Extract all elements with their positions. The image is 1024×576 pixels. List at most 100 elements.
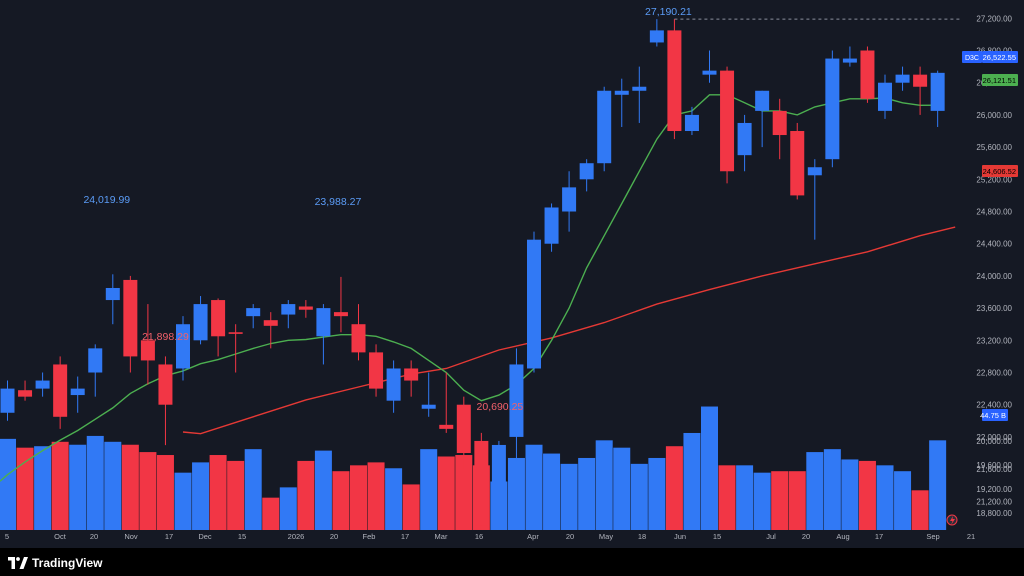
candle-body [123, 279, 138, 357]
candle-body [702, 70, 717, 75]
candle-body [860, 50, 875, 99]
candle-body [737, 122, 752, 156]
price-axis-label: 23,200.00 [976, 336, 1012, 345]
candle-body [474, 440, 489, 526]
volume-bar [227, 460, 245, 530]
ma-slow-price-tag: 24,606.52 [982, 165, 1018, 177]
candle-body [439, 424, 454, 429]
time-axis-label: 20 [330, 532, 338, 541]
time-axis-label: 17 [875, 532, 883, 541]
price-axis-label: 19,200.00 [976, 485, 1012, 494]
price-axis-label: 24,800.00 [976, 208, 1012, 217]
volume-bar [209, 455, 227, 530]
candle-body [211, 300, 226, 337]
candle-body [491, 444, 506, 534]
candle-body [579, 163, 594, 180]
volume-bar [279, 487, 297, 530]
candle-body [316, 308, 331, 337]
price-axis-label: 25,200.00 [976, 175, 1012, 184]
candle-body [228, 332, 243, 334]
time-axis-label: Feb [363, 532, 376, 541]
volume-bar [174, 472, 192, 530]
time-axis-label: Mar [435, 532, 448, 541]
last-price-bg [982, 51, 1018, 63]
candle-body [281, 304, 296, 315]
chart-area[interactable]: 24,019.99 21,898.29 23,988.27 20,690.25 27,1… [0, 0, 1024, 548]
candle-body [246, 308, 261, 317]
last-price-tag: D3C 26,522.55 [962, 51, 1018, 63]
candle-body [649, 30, 664, 43]
price-axis-label: 21,600.00 [976, 465, 1012, 474]
time-axis-label: Jul [766, 532, 776, 541]
footer: TradingView [0, 548, 1024, 576]
price-axis-label: 22,800.00 [976, 369, 1012, 378]
candle-body [825, 58, 840, 160]
candle-body [878, 82, 892, 111]
time-axis-label: Aug [836, 532, 849, 541]
candle-body [895, 74, 910, 83]
volume-bar [402, 484, 420, 530]
time-axis-label: 5 [5, 532, 9, 541]
price-axis-label: 18,800.00 [976, 509, 1012, 518]
volume-bar [578, 457, 596, 530]
volume-bar [420, 449, 438, 530]
candle-body [562, 187, 577, 212]
volume-bar [683, 432, 701, 530]
candle-body [193, 304, 208, 341]
time-axis-label: Sep [926, 532, 939, 541]
candle-body [913, 74, 928, 87]
price-axis-label: 19,600.00 [976, 461, 1012, 470]
candles [0, 19, 945, 543]
price-axis-label: 26,000.00 [976, 111, 1012, 120]
volume-bar [0, 438, 16, 530]
candle-body [421, 404, 436, 409]
volume-bar [806, 452, 824, 530]
volume-bar [16, 447, 34, 530]
candle-body [509, 364, 524, 437]
candle-body [386, 368, 401, 401]
ma-slow-line [182, 226, 956, 435]
time-axis-label: Apr [527, 532, 539, 541]
price-axis-label: 24,400.00 [976, 240, 1012, 249]
volume-bar [86, 435, 104, 530]
candle-body [88, 348, 103, 373]
candle-body [158, 364, 173, 405]
volume-bar [350, 465, 367, 530]
candle-body [333, 312, 348, 317]
candle-body [720, 70, 735, 172]
time-axis-label: 15 [238, 532, 246, 541]
symbol-tag-bg [962, 51, 982, 63]
volume-bar [104, 441, 122, 530]
time-axis-label: May [599, 532, 613, 541]
candle-body [263, 320, 278, 326]
price-axis-label: 25,600.00 [976, 143, 1012, 152]
price-axis-label: 27,200.00 [976, 14, 1012, 23]
volume-bar [51, 441, 69, 530]
candle-body [667, 30, 682, 132]
annotation-low-all: 20,690.25 [477, 401, 524, 413]
volume-value-tag-text: 44.75 B [980, 411, 1006, 420]
time-axis-label: 15 [713, 532, 721, 541]
candle-body [140, 340, 155, 361]
tradingview-logo[interactable]: TradingView [8, 555, 102, 571]
volume-bar [121, 444, 139, 530]
volume-bar [648, 457, 666, 530]
volume-bar [841, 459, 859, 530]
volume-bar [613, 447, 631, 530]
volume-bar [595, 440, 613, 530]
volume-bar [753, 472, 771, 530]
price-chart[interactable]: 24,019.99 21,898.29 23,988.27 20,690.25 27,1… [0, 0, 1024, 548]
candle-body [684, 114, 699, 132]
volume-bar [525, 444, 543, 530]
volume-bar [929, 440, 947, 530]
time-axis-label: Nov [124, 532, 138, 541]
volume-bar [718, 465, 736, 530]
volume-bar [876, 465, 894, 530]
tradingview-logo-text: TradingView [32, 556, 103, 570]
volume-bar [630, 463, 648, 530]
candle-body [369, 352, 384, 389]
ma-fast-price-tag-text: 26,121.51 [983, 76, 1016, 85]
ma-slow-price-tag-bg [982, 165, 1018, 177]
volume-bar [385, 468, 403, 530]
annotation-low-nov: 21,898.29 [142, 331, 189, 343]
